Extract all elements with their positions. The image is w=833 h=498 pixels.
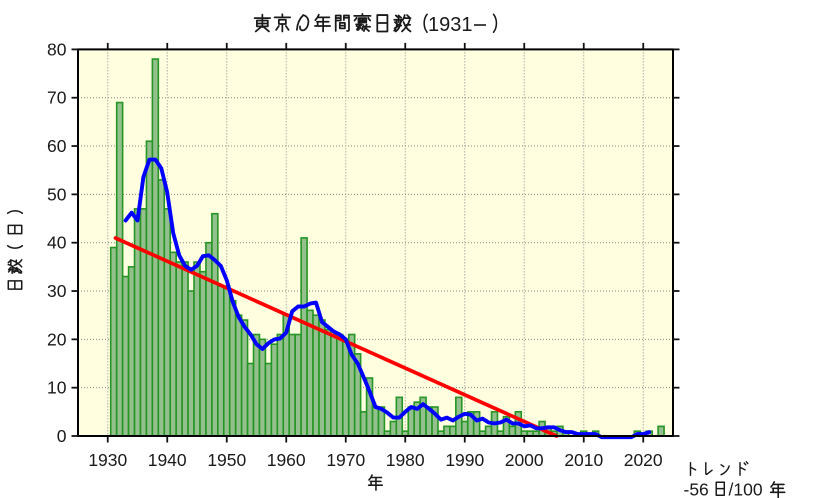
svg-text:-56: -56 [684,480,709,498]
svg-text:30: 30 [47,281,67,301]
svg-text:60: 60 [47,136,67,156]
svg-text:40: 40 [47,233,67,253]
svg-text:1930: 1930 [88,450,127,470]
svg-text:50: 50 [47,184,67,204]
svg-text:/100: /100 [729,480,763,498]
svg-text:1940: 1940 [148,450,187,470]
svg-text:70: 70 [47,88,67,108]
svg-text:10: 10 [47,378,67,398]
svg-text:1960: 1960 [267,450,306,470]
svg-text:1950: 1950 [207,450,246,470]
svg-text:2000: 2000 [505,450,544,470]
svg-text:2020: 2020 [624,450,663,470]
svg-text:0: 0 [57,426,67,446]
svg-text:1980: 1980 [386,450,425,470]
svg-text:80: 80 [47,39,67,59]
svg-text:2010: 2010 [564,450,603,470]
svg-text:1970: 1970 [326,450,365,470]
svg-text:1990: 1990 [445,450,484,470]
svg-text:20: 20 [47,329,67,349]
svg-text:1931: 1931 [428,14,473,36]
